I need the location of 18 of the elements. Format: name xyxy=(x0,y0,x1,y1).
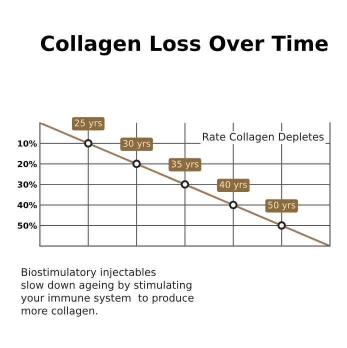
text: Biostimulatory injectables slow down ageing by stimulating your immune system to produce more collagen. xyxy=(21,268,194,317)
chart-title: Collagen Loss Over Time xyxy=(40,35,328,56)
point xyxy=(277,221,286,230)
annotation: 30 yrs xyxy=(123,140,150,149)
point xyxy=(132,160,141,168)
annotation: 25 yrs xyxy=(74,120,102,128)
point xyxy=(229,200,238,210)
y-tick-label: 10% xyxy=(18,140,37,147)
annotation: 35 yrs xyxy=(172,160,199,170)
point xyxy=(180,180,190,189)
y-tick-label: 50% xyxy=(18,222,37,229)
annotation: 50 yrs xyxy=(268,202,296,210)
point xyxy=(84,139,92,148)
y-tick-label: 20% xyxy=(18,160,37,168)
y-tick-label: 30% xyxy=(18,181,37,188)
annotation: Rate Collagen Depletes xyxy=(203,132,324,143)
annotation: 40 yrs xyxy=(220,181,247,190)
y-tick-label: 40% xyxy=(18,202,37,208)
